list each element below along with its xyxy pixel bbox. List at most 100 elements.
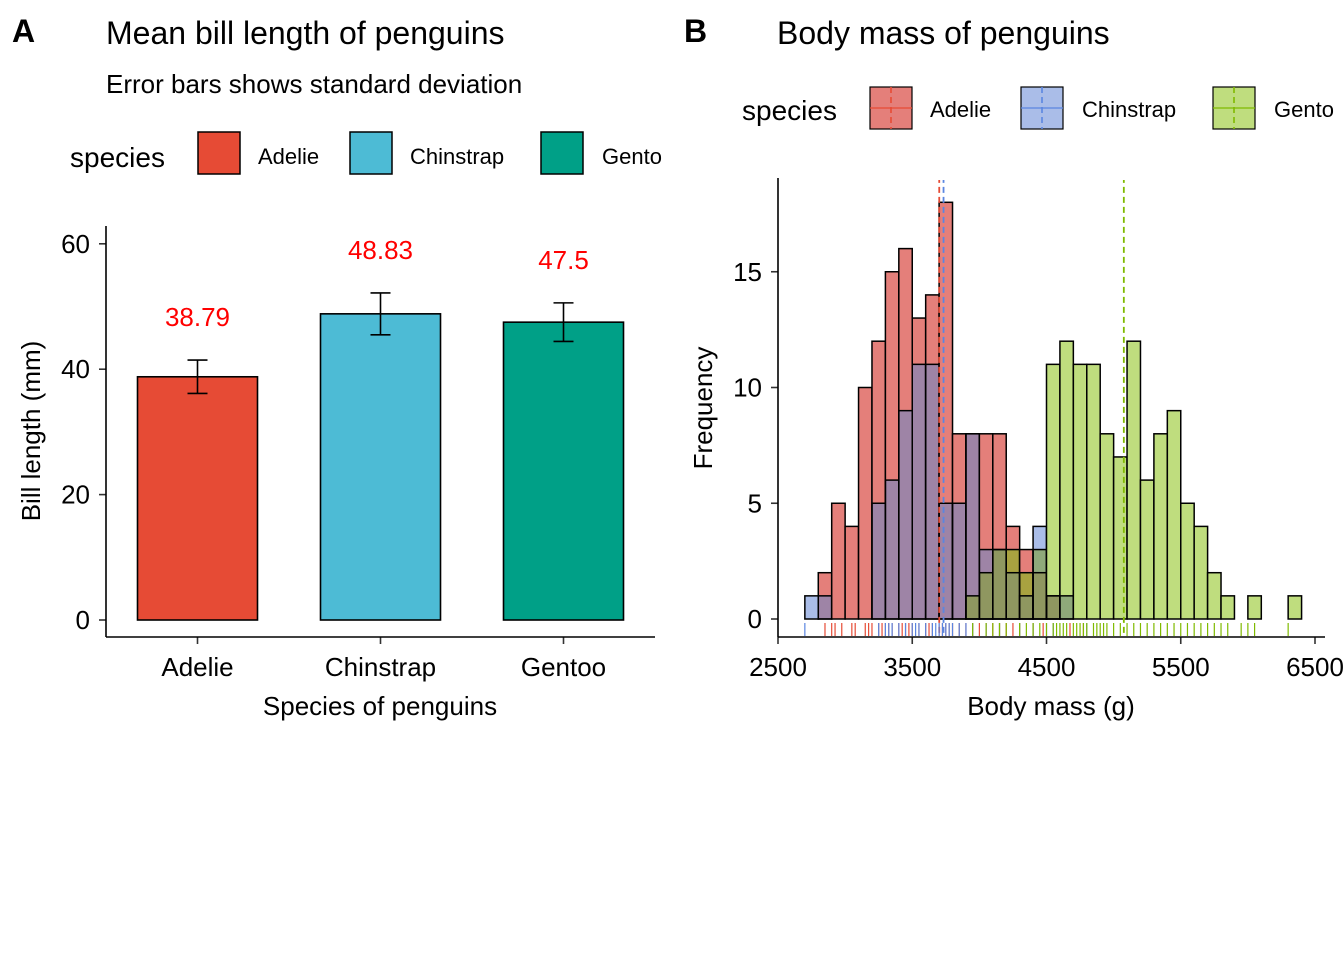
panel-a-legend: species Adelie Chinstrap Gento [70, 131, 662, 175]
panel-b-x-tick-label-6500: 6500 [1286, 652, 1344, 682]
panel-a-legend-title: species [70, 142, 165, 173]
panel-a-x-axis-ticks: Adelie Chinstrap Gentoo [161, 637, 606, 682]
histogram-segment-3800-5 [952, 503, 966, 619]
histogram-segment-3200-5 [871, 503, 886, 619]
panel-b-y-tick-label-5: 5 [748, 488, 762, 518]
legend-key-gentoo [1212, 86, 1256, 130]
histogram-segment-4200-3 [1006, 549, 1020, 573]
histogram-segment-3700-5 [939, 503, 953, 619]
histogram-segment-4200-2 [1006, 572, 1020, 619]
histogram-segment-5800-1 [1221, 595, 1235, 619]
histogram-segment-3100-10 [858, 387, 872, 619]
legend-swatch-chinstrap [349, 131, 393, 175]
panel-a-y-axis-title: Bill length (mm) [16, 341, 46, 522]
histogram-segment-5600-4 [1194, 526, 1208, 619]
histogram-segment-4000-3 [979, 549, 993, 573]
histogram-segment-5100-12 [1127, 341, 1141, 619]
legend-key-chinstrap [1020, 86, 1064, 130]
histogram-segment-2700-1 [804, 595, 819, 619]
panel-a-x-tick-label-adelie: Adelie [161, 652, 233, 682]
histogram-segment-4200-4 [1006, 526, 1020, 550]
data-label-gentoo: 47.5 [538, 245, 589, 275]
histogram-segment-4400-3 [1033, 549, 1047, 573]
histogram-segment-5500-5 [1180, 503, 1195, 619]
histogram-segment-4500-1 [1046, 595, 1060, 619]
panel-a-error-bars [187, 292, 574, 395]
data-label-adelie: 38.79 [165, 302, 230, 332]
histogram-segment-4900-8 [1100, 433, 1114, 619]
histogram-segment-4400-2 [1033, 572, 1047, 619]
panel-b-letter: B [684, 13, 707, 49]
legend-label-adelie: Adelie [930, 97, 991, 122]
histogram-segment-2800-1 [818, 595, 832, 619]
histogram-segment-5400-9 [1167, 410, 1181, 619]
panel-a-y-tick-label-0: 0 [76, 605, 90, 635]
histogram-segment-4000-8 [979, 433, 993, 550]
histogram-segment-3500-11 [912, 364, 926, 619]
histogram-segment-4300-2 [1019, 572, 1034, 596]
panel-a-letter: A [12, 13, 35, 49]
legend-swatch-adelie [197, 131, 241, 175]
histogram-segment-3200-12 [871, 341, 886, 504]
histogram-segment-4400-4 [1033, 526, 1047, 550]
histogram-segment-4000-2 [979, 572, 993, 619]
panel-b-y-axis-title: Frequency [688, 347, 718, 470]
bar-chinstrap [319, 313, 442, 621]
histogram-segment-3300-6 [885, 480, 899, 619]
panel-b-y-axis-ticks: 0 5 10 15 [733, 257, 778, 634]
histogram-segment-6000-1 [1247, 595, 1262, 619]
histogram-segment-3300-15 [885, 271, 899, 481]
panel-a-data-labels: 38.79 48.83 47.5 [165, 235, 589, 332]
legend-swatch-gentoo [540, 131, 584, 175]
histogram-segment-4600-1 [1059, 595, 1074, 619]
legend-label-gentoo: Gento [1274, 97, 1334, 122]
histogram-segment-4300-1 [1019, 595, 1034, 619]
histogram-segment-4100-8 [992, 433, 1007, 550]
panel-a-y-tick-label-20: 20 [61, 480, 90, 510]
panel-a-bars [136, 313, 625, 621]
histogram-segment-5300-8 [1153, 433, 1168, 619]
panel-b-histogram: B Body mass of penguins species Adelie C… [684, 13, 1344, 721]
histogram-segment-6300-1 [1288, 595, 1302, 619]
legend-label-chinstrap: Chinstrap [410, 144, 504, 169]
panel-a-x-tick-label-chinstrap: Chinstrap [325, 652, 436, 682]
histogram-segment-2900-5 [831, 503, 846, 619]
histogram-segment-3600-14 [925, 294, 940, 365]
histogram-bin-gentoo-5800 [1220, 595, 1236, 620]
panel-b-y-tick-label-15: 15 [733, 257, 762, 287]
histogram-segment-3500-13 [912, 318, 926, 365]
panel-a-y-axis-ticks: 0 20 40 60 [61, 229, 106, 635]
panel-b-y-tick-label-0: 0 [748, 604, 762, 634]
histogram-segment-3000-4 [845, 526, 859, 619]
panel-b-title: Body mass of penguins [777, 15, 1110, 51]
histogram-segment-4100-3 [992, 549, 1007, 619]
panel-b-histogram-bins [804, 201, 1303, 620]
error-bar-gentoo [553, 302, 574, 343]
legend-key-adelie [869, 86, 913, 130]
histogram-segment-5000-7 [1113, 456, 1128, 619]
data-label-chinstrap: 48.83 [348, 235, 413, 265]
panel-b-x-axis-title: Body mass (g) [967, 691, 1135, 721]
histogram-segment-3700-18 [939, 202, 953, 504]
bar-gentoo [502, 321, 625, 621]
panel-b-legend-title: species [742, 95, 837, 126]
error-bar-chinstrap [370, 292, 391, 336]
panel-a-title: Mean bill length of penguins [106, 15, 505, 51]
panel-a-subtitle: Error bars shows standard deviation [106, 69, 522, 99]
legend-label-gentoo: Gento [602, 144, 662, 169]
histogram-segment-5200-6 [1140, 480, 1154, 619]
legend-label-adelie: Adelie [258, 144, 319, 169]
panel-a-y-tick-label-40: 40 [61, 354, 90, 384]
histogram-segment-4500-11 [1046, 364, 1060, 596]
panel-b-legend: species Adelie Chinstrap Gento [742, 86, 1334, 130]
panel-b-x-tick-label-4500: 4500 [1018, 652, 1076, 682]
panel-b-x-tick-label-2500: 2500 [749, 652, 807, 682]
panel-a-y-tick-label-60: 60 [61, 229, 90, 259]
histogram-bin-gentoo-6300 [1287, 595, 1303, 620]
histogram-segment-3600-11 [925, 364, 940, 619]
histogram-segment-4800-11 [1086, 364, 1101, 619]
histogram-segment-3800-8 [952, 433, 966, 504]
histogram-segment-3900-1 [965, 595, 980, 619]
bar-adelie [136, 375, 259, 621]
histogram-segment-4700-11 [1073, 364, 1087, 619]
